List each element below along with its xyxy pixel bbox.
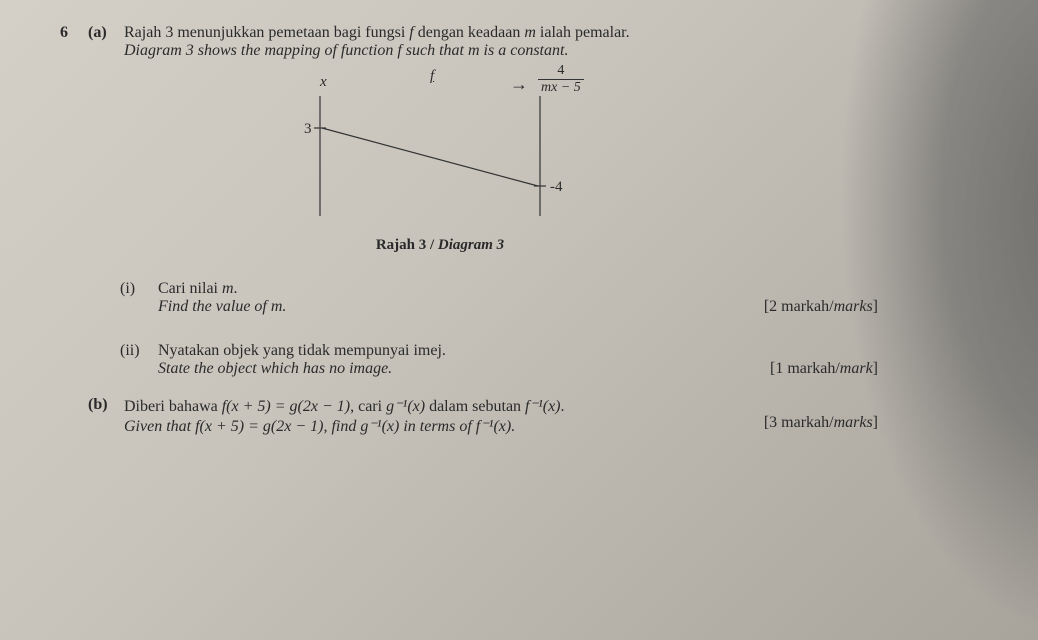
a-en-text: Diagram 3 shows the mapping of function … <box>124 42 568 59</box>
txt: Diberi bahawa <box>124 398 222 415</box>
txt: Cari nilai <box>158 280 222 297</box>
a-ms-text: Rajah 3 menunjukkan pemetaan bagi fungsi… <box>124 24 630 41</box>
codomain-expression: 4 mx − 5 <box>538 64 584 95</box>
b-eq: f(x + 5) = g(2x − 1) <box>222 398 350 415</box>
ii-marks: [1 markah/mark] <box>770 360 878 378</box>
finv: f⁻¹(x) <box>525 398 560 415</box>
ii-en: State the object which has no image. <box>158 360 392 377</box>
diagram-header: x f → 4 mx − 5 <box>260 68 620 96</box>
txt: dalam sebutan <box>425 398 525 415</box>
part-b: (b) Diberi bahawa f(x + 5) = g(2x − 1), … <box>88 396 878 436</box>
txt: ] <box>873 298 878 315</box>
caption-ms: Rajah 3 / <box>376 237 438 253</box>
txt: [1 markah/ <box>770 360 840 377</box>
b-marks: [3 markah/marks] <box>764 414 878 432</box>
txt: . <box>561 398 565 415</box>
txt: marks <box>834 414 873 431</box>
sub-i: (i) Cari nilai m. Find the value of m. [… <box>120 280 878 316</box>
b-en: Given that f(x + 5) = g(2x − 1), find g⁻… <box>124 418 515 435</box>
x-label: x <box>320 74 327 91</box>
part-b-label: (b) <box>88 396 114 436</box>
txt: ialah pemalar. <box>536 24 630 41</box>
txt: ] <box>873 414 878 431</box>
m-sym: m <box>222 280 234 297</box>
question-header: 6 (a) Rajah 3 menunjukkan pemetaan bagi … <box>60 24 878 60</box>
ginv: g⁻¹(x) <box>386 398 425 415</box>
i-en: Find the value of m. <box>158 298 286 315</box>
i-marks: [2 markah/marks] <box>764 298 878 316</box>
mapping-line <box>322 128 538 186</box>
diagram-3: x f → 4 mx − 5 3 -4 Rajah 3 / Diagram 3 <box>260 68 620 254</box>
txt: [3 markah/ <box>764 414 834 431</box>
question-number: 6 <box>60 24 78 60</box>
txt: ] <box>873 360 878 377</box>
i-label: (i) <box>120 280 150 316</box>
txt: dengan keadaan <box>414 24 525 41</box>
frac-num: 4 <box>538 64 584 80</box>
txt: mark <box>840 360 873 377</box>
domain-value: 3 <box>304 121 312 137</box>
sub-ii: (ii) Nyatakan objek yang tidak mempunyai… <box>120 342 878 378</box>
frac-den: mx − 5 <box>538 80 584 95</box>
diagram-caption: Rajah 3 / Diagram 3 <box>260 237 620 254</box>
exam-page: 6 (a) Rajah 3 menunjukkan pemetaan bagi … <box>20 0 918 640</box>
f-arrow-label: f <box>430 68 434 85</box>
txt: , cari <box>350 398 386 415</box>
part-a-text: Rajah 3 menunjukkan pemetaan bagi fungsi… <box>124 24 878 60</box>
caption-en: Diagram 3 <box>438 237 504 253</box>
m-sym: m <box>524 24 536 41</box>
txt: . <box>234 280 238 297</box>
part-a-label: (a) <box>88 24 114 60</box>
codomain-value: -4 <box>550 179 563 195</box>
mapping-svg: 3 -4 <box>260 96 620 226</box>
ii-ms: Nyatakan objek yang tidak mempunyai imej… <box>158 342 446 359</box>
txt: [2 markah/ <box>764 298 834 315</box>
arrow-head-icon: → <box>510 74 528 95</box>
txt: marks <box>834 298 873 315</box>
txt: Rajah 3 menunjukkan pemetaan bagi fungsi <box>124 24 409 41</box>
ii-label: (ii) <box>120 342 150 378</box>
